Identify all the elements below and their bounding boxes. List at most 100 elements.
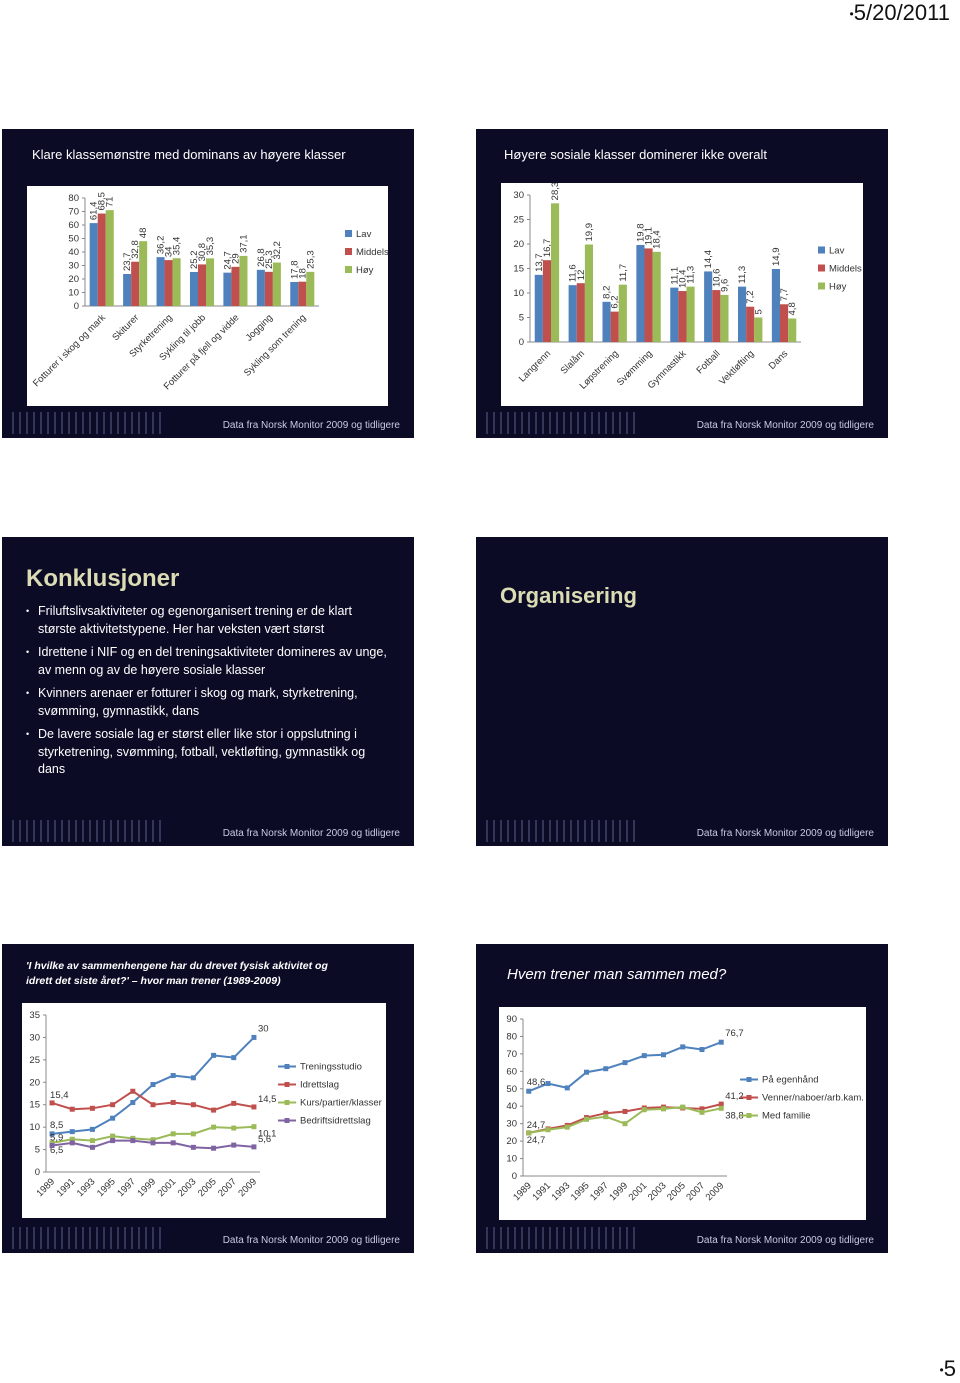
y-tick-label: 25: [29, 1055, 40, 1066]
marker: [69, 1106, 75, 1112]
marker: [150, 1140, 156, 1146]
x-tick-label: 2009: [704, 1180, 727, 1203]
date: 5/20/2011: [850, 0, 950, 26]
marker: [526, 1088, 532, 1094]
marker: [584, 1116, 590, 1122]
decoration: [12, 1227, 162, 1249]
x-tick-label: 2005: [196, 1176, 219, 1199]
source-note: Data fra Norsk Monitor 2009 og tidligere: [222, 420, 400, 431]
legend-marker: [746, 1077, 752, 1082]
value-label: 11,6: [568, 264, 579, 282]
x-tick-label: Sykling som trening: [242, 312, 308, 378]
value-label: 12: [576, 270, 587, 281]
marker: [564, 1124, 570, 1130]
slide-title: 'I hvilke av sammenhengene har du drevet…: [26, 960, 328, 987]
marker: [251, 1144, 257, 1150]
value-label: 13,7: [534, 253, 545, 272]
decoration: [12, 412, 162, 434]
slide-title: Høyere sosiale klasser dominerer ikke ov…: [504, 147, 767, 162]
bar: [197, 264, 207, 306]
marker: [660, 1052, 666, 1058]
marker: [190, 1102, 196, 1108]
bar: [704, 271, 713, 342]
x-tick-label: 2009: [236, 1176, 259, 1199]
legend-swatch: [345, 266, 352, 273]
x-tick-label: Langrenn: [517, 348, 553, 384]
bar: [712, 290, 721, 342]
x-tick-label: 2005: [665, 1180, 688, 1203]
source-note: Data fra Norsk Monitor 2009 og tidligere: [696, 420, 874, 431]
value-label: 35,3: [205, 237, 216, 256]
bar: [306, 271, 315, 306]
value-label: 29: [230, 253, 241, 264]
value-label: 17,8: [289, 260, 300, 279]
marker: [564, 1085, 570, 1091]
bar: [264, 271, 273, 306]
source-note: Data fra Norsk Monitor 2009 og tidligere: [222, 1235, 400, 1246]
marker: [130, 1099, 136, 1105]
value-label: 30,8: [197, 243, 208, 261]
slide-title: Organisering: [500, 583, 637, 608]
x-tick-label: 1989: [34, 1176, 57, 1199]
bar: [636, 244, 645, 342]
y-tick-label: 10: [68, 288, 79, 299]
slide: Høyere sosiale klasser dominerer ikke ov…: [476, 129, 888, 438]
y-tick-label: 15: [29, 1100, 40, 1111]
value-label: 5: [753, 309, 764, 314]
legend-label: Kurs/partier/klasser: [300, 1098, 382, 1109]
y-tick-label: 90: [506, 1014, 517, 1025]
value-label: 9,6: [719, 279, 730, 292]
marker: [699, 1047, 705, 1053]
x-tick-label: 1993: [75, 1176, 98, 1199]
bar: [686, 286, 695, 342]
y-tick-label: 0: [74, 301, 79, 312]
value-label: 7,7: [779, 288, 790, 301]
marker: [89, 1144, 95, 1150]
value-label: 38,8: [725, 1110, 744, 1121]
value-label: 19,8: [635, 223, 646, 242]
decoration: [486, 412, 636, 434]
x-tick-label: 2001: [627, 1180, 650, 1203]
y-tick-label: 10: [506, 1154, 517, 1165]
value-label: 36,2: [156, 236, 167, 255]
bar: [779, 304, 789, 342]
bar: [670, 287, 679, 342]
marker: [718, 1105, 724, 1111]
legend-label: Høy: [829, 282, 847, 293]
legend-label: På egenhånd: [762, 1075, 819, 1086]
marker: [251, 1034, 257, 1040]
marker: [170, 1073, 176, 1079]
marker: [622, 1108, 628, 1114]
bullet: De lavere sosiale lag er størst eller li…: [26, 726, 393, 779]
marker: [110, 1115, 116, 1121]
y-tick-label: 15: [513, 264, 524, 275]
marker: [526, 1130, 532, 1136]
bar: [720, 294, 729, 342]
marker: [49, 1143, 55, 1149]
bar: [256, 269, 265, 306]
marker: [718, 1101, 724, 1107]
y-tick-label: 40: [506, 1101, 517, 1112]
value-label: 25,3: [305, 250, 316, 269]
x-tick-label: Slalåm: [559, 348, 587, 376]
slide: Hvem trener man sammen med? Data fra Nors…: [476, 944, 888, 1253]
legend-swatch: [818, 264, 825, 272]
y-tick-label: 10: [513, 288, 524, 299]
marker: [130, 1088, 136, 1094]
value-label: 10,4: [677, 270, 688, 289]
value-label: 11,1: [669, 267, 680, 285]
value-label: 5,9: [50, 1133, 63, 1144]
marker: [231, 1142, 237, 1148]
bar: [584, 244, 594, 342]
value-label: 19,9: [584, 223, 595, 242]
value-label: 6,5: [50, 1145, 63, 1156]
marker: [545, 1127, 551, 1133]
marker: [89, 1126, 95, 1132]
marker: [660, 1106, 666, 1112]
marker: [211, 1052, 217, 1058]
y-tick-label: 5: [519, 313, 524, 324]
bar: [156, 257, 165, 306]
legend-marker: [284, 1082, 290, 1087]
value-label: 8,5: [50, 1120, 63, 1131]
